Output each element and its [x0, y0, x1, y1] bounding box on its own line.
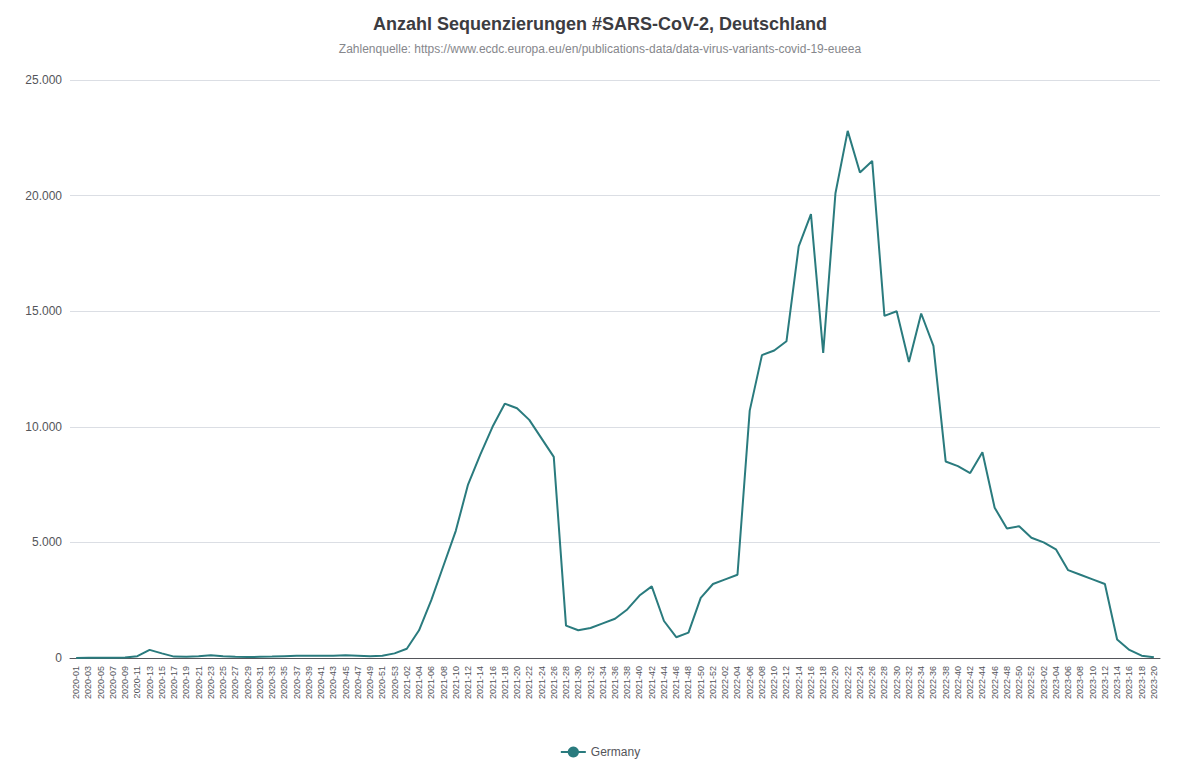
svg-text:2021-50: 2021-50	[696, 666, 706, 699]
svg-text:2023-12: 2023-12	[1100, 666, 1110, 699]
svg-text:2021-38: 2021-38	[622, 666, 632, 699]
svg-text:2023-04: 2023-04	[1051, 666, 1061, 699]
svg-text:2022-22: 2022-22	[843, 666, 853, 699]
svg-text:2022-30: 2022-30	[892, 666, 902, 699]
svg-text:2020-51: 2020-51	[377, 666, 387, 699]
svg-text:2022-12: 2022-12	[781, 666, 791, 699]
svg-text:15.000: 15.000	[25, 304, 62, 318]
svg-text:2021-26: 2021-26	[549, 666, 559, 699]
svg-text:2020-45: 2020-45	[341, 666, 351, 699]
svg-text:2020-23: 2020-23	[206, 666, 216, 699]
svg-text:2022-40: 2022-40	[953, 666, 963, 699]
svg-text:2023-10: 2023-10	[1088, 666, 1098, 699]
svg-text:2021-02: 2021-02	[402, 666, 412, 699]
svg-text:2020-17: 2020-17	[169, 666, 179, 699]
svg-text:2020-21: 2020-21	[194, 666, 204, 699]
svg-text:2020-19: 2020-19	[181, 666, 191, 699]
svg-text:2020-49: 2020-49	[365, 666, 375, 699]
svg-text:2020-07: 2020-07	[108, 666, 118, 699]
svg-text:2021-14: 2021-14	[475, 666, 485, 699]
svg-text:2022-28: 2022-28	[879, 666, 889, 699]
svg-text:2022-36: 2022-36	[928, 666, 938, 699]
svg-text:2020-31: 2020-31	[255, 666, 265, 699]
svg-text:2020-25: 2020-25	[218, 666, 228, 699]
svg-text:2021-30: 2021-30	[573, 666, 583, 699]
svg-text:2021-42: 2021-42	[647, 666, 657, 699]
svg-text:2023-20: 2023-20	[1149, 666, 1159, 699]
svg-text:2022-18: 2022-18	[818, 666, 828, 699]
svg-text:2021-22: 2021-22	[524, 666, 534, 699]
svg-text:2022-32: 2022-32	[904, 666, 914, 699]
svg-text:2020-53: 2020-53	[390, 666, 400, 699]
svg-text:Zahlenquelle: https://www.ecdc: Zahlenquelle: https://www.ecdc.europa.eu…	[339, 42, 862, 56]
svg-text:2020-39: 2020-39	[304, 666, 314, 699]
svg-text:0: 0	[55, 651, 62, 665]
svg-text:2021-12: 2021-12	[463, 666, 473, 699]
svg-text:2021-44: 2021-44	[659, 666, 669, 699]
svg-text:2022-20: 2022-20	[830, 666, 840, 699]
svg-text:20.000: 20.000	[25, 189, 62, 203]
svg-text:2020-09: 2020-09	[120, 666, 130, 699]
svg-text:2023-02: 2023-02	[1039, 666, 1049, 699]
svg-text:2021-06: 2021-06	[426, 666, 436, 699]
svg-text:2022-50: 2022-50	[1014, 666, 1024, 699]
svg-text:2023-16: 2023-16	[1124, 666, 1134, 699]
svg-text:2020-43: 2020-43	[328, 666, 338, 699]
svg-text:2020-03: 2020-03	[83, 666, 93, 699]
svg-text:2021-40: 2021-40	[634, 666, 644, 699]
svg-text:2022-16: 2022-16	[806, 666, 816, 699]
svg-text:2020-41: 2020-41	[316, 666, 326, 699]
svg-text:2023-06: 2023-06	[1063, 666, 1073, 699]
svg-text:2021-46: 2021-46	[671, 666, 681, 699]
svg-text:2020-29: 2020-29	[243, 666, 253, 699]
svg-text:2020-15: 2020-15	[157, 666, 167, 699]
svg-text:2023-08: 2023-08	[1075, 666, 1085, 699]
svg-text:2021-32: 2021-32	[586, 666, 596, 699]
svg-text:2021-34: 2021-34	[598, 666, 608, 699]
svg-text:2020-27: 2020-27	[230, 666, 240, 699]
svg-text:2020-37: 2020-37	[292, 666, 302, 699]
svg-text:2022-42: 2022-42	[965, 666, 975, 699]
svg-text:2022-10: 2022-10	[769, 666, 779, 699]
svg-text:2020-05: 2020-05	[96, 666, 106, 699]
svg-text:2021-10: 2021-10	[451, 666, 461, 699]
svg-text:2022-26: 2022-26	[867, 666, 877, 699]
svg-text:2021-18: 2021-18	[500, 666, 510, 699]
svg-text:2021-16: 2021-16	[488, 666, 498, 699]
svg-text:25.000: 25.000	[25, 73, 62, 87]
svg-text:2022-48: 2022-48	[1002, 666, 1012, 699]
svg-text:2021-24: 2021-24	[537, 666, 547, 699]
svg-text:2020-11: 2020-11	[132, 666, 142, 698]
svg-text:2022-46: 2022-46	[990, 666, 1000, 699]
svg-text:2022-44: 2022-44	[977, 666, 987, 699]
svg-text:10.000: 10.000	[25, 420, 62, 434]
svg-text:2022-38: 2022-38	[941, 666, 951, 699]
svg-text:2022-08: 2022-08	[757, 666, 767, 699]
svg-text:2022-14: 2022-14	[794, 666, 804, 699]
svg-text:2021-08: 2021-08	[439, 666, 449, 699]
svg-text:2021-48: 2021-48	[683, 666, 693, 699]
svg-text:2022-24: 2022-24	[855, 666, 865, 699]
svg-text:2022-04: 2022-04	[732, 666, 742, 699]
svg-text:2021-52: 2021-52	[708, 666, 718, 699]
svg-text:2021-04: 2021-04	[414, 666, 424, 699]
svg-text:5.000: 5.000	[32, 535, 62, 549]
svg-text:2020-13: 2020-13	[145, 666, 155, 699]
svg-text:2022-52: 2022-52	[1026, 666, 1036, 699]
svg-text:2022-02: 2022-02	[720, 666, 730, 699]
svg-text:2021-28: 2021-28	[561, 666, 571, 699]
svg-text:2023-18: 2023-18	[1137, 666, 1147, 699]
svg-text:Germany: Germany	[591, 745, 640, 759]
svg-text:2022-06: 2022-06	[745, 666, 755, 699]
svg-text:2020-01: 2020-01	[71, 666, 81, 699]
svg-text:2020-33: 2020-33	[267, 666, 277, 699]
svg-text:2020-35: 2020-35	[279, 666, 289, 699]
svg-text:2020-47: 2020-47	[353, 666, 363, 699]
svg-text:Anzahl Sequenzierungen #SARS-C: Anzahl Sequenzierungen #SARS-CoV-2, Deut…	[373, 14, 827, 34]
svg-text:2022-34: 2022-34	[916, 666, 926, 699]
svg-text:2021-20: 2021-20	[512, 666, 522, 699]
svg-text:2023-14: 2023-14	[1112, 666, 1122, 699]
svg-text:2021-36: 2021-36	[610, 666, 620, 699]
